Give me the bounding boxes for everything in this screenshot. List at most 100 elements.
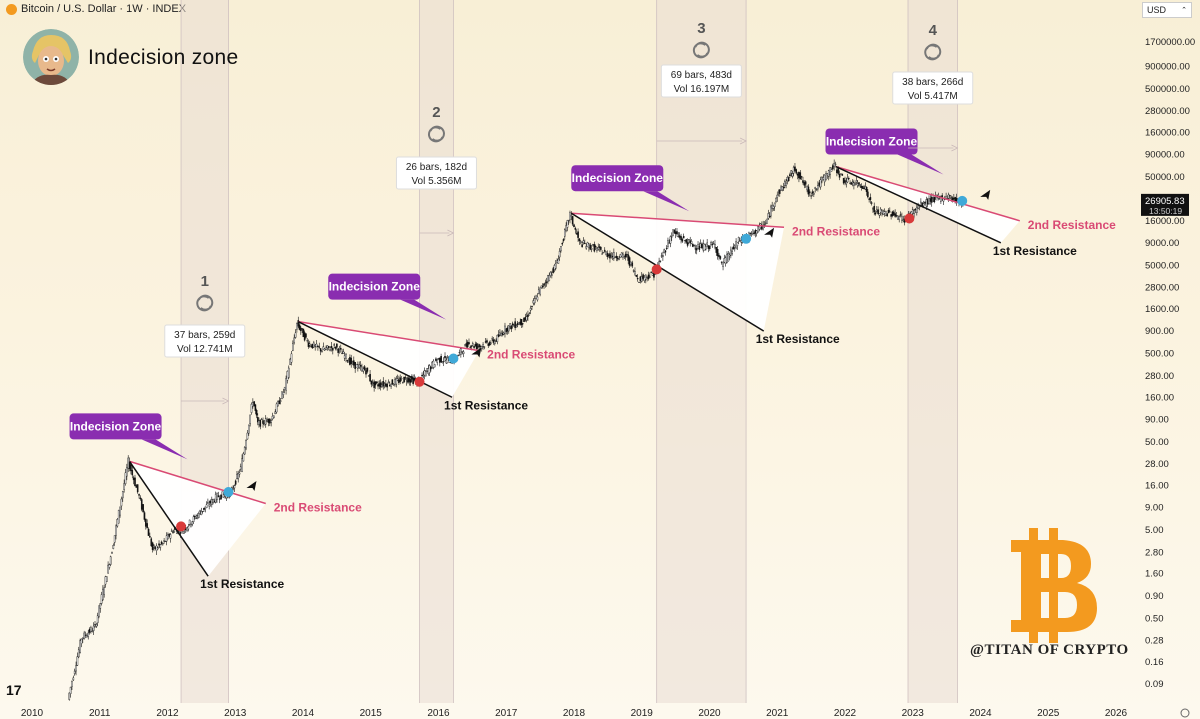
price-candle-body (544, 282, 547, 284)
price-candle-body (706, 242, 708, 245)
x-axis-tick-label: 2015 (360, 708, 383, 719)
price-candle-body (208, 504, 210, 507)
price-candle-body (527, 314, 529, 317)
price-candle-body (714, 244, 716, 248)
price-candle-body (298, 324, 301, 330)
price-candle-body (766, 218, 768, 224)
price-candle-body (68, 692, 71, 700)
price-candle-body (731, 251, 733, 254)
price-candle-body (319, 348, 322, 352)
tradingview-logo[interactable]: 17 (6, 682, 22, 698)
symbol-header[interactable]: Bitcoin / U.S. Dollar · 1W · INDEX (0, 0, 186, 18)
price-candle-body (669, 236, 672, 244)
price-candle-body (792, 167, 795, 174)
price-candle-body (73, 670, 76, 674)
price-candle-body (922, 203, 925, 206)
price-candle-body (933, 197, 936, 203)
price-candle-body (720, 261, 723, 263)
price-candle-body (698, 245, 701, 250)
price-candle-body (840, 173, 842, 175)
price-candle-body (693, 244, 695, 246)
price-candle-body (278, 400, 281, 405)
price-candle-body (887, 209, 890, 214)
price-candle-body (784, 181, 786, 186)
price-candle-body (369, 373, 371, 382)
price-candle-body (349, 357, 351, 365)
price-candle-body (565, 225, 567, 231)
price-candle-body (681, 239, 684, 242)
price-candle-body (777, 191, 780, 193)
last-price-tag (1141, 193, 1189, 216)
breakout-red-marker (176, 521, 187, 532)
price-candle-body (600, 246, 602, 250)
price-candle-body (953, 198, 955, 200)
price-candle-body (168, 533, 170, 537)
price-candle-body (134, 477, 136, 486)
price-candle-body (194, 516, 196, 518)
price-candle-body (642, 274, 644, 279)
price-candle-body (694, 248, 697, 250)
price-candle-body (834, 163, 837, 165)
price-candle-body (928, 198, 930, 204)
price-candle-body (710, 242, 712, 245)
price-candle-body (432, 360, 435, 368)
price-candle-body (399, 377, 401, 382)
indecision-zone-badge: Indecision Zone (571, 165, 690, 212)
price-candle-body (577, 231, 579, 238)
price-candle-body (239, 466, 242, 470)
chart-title: Indecision zone (88, 46, 239, 69)
price-candle-body (273, 415, 275, 418)
price-candle-body (515, 325, 518, 328)
price-candle-body (585, 246, 587, 249)
price-candle-body (750, 232, 753, 235)
price-candle-body (606, 252, 609, 257)
price-candle-body (897, 215, 899, 220)
badge-box (825, 128, 918, 155)
price-candle-body (603, 249, 606, 252)
price-candle-body (439, 357, 441, 363)
price-candle-body (842, 177, 845, 184)
price-candle-body (838, 173, 841, 178)
price-candle-body (334, 347, 337, 349)
price-candle-body (182, 531, 184, 534)
price-candle-body (631, 262, 634, 267)
price-candle-body (72, 677, 75, 681)
price-candle-body (697, 244, 699, 249)
y-axis-tick-label: 1600.00 (1145, 304, 1179, 315)
price-candle-body (924, 202, 926, 204)
price-candle-body (846, 177, 849, 183)
currency-selector[interactable]: USD ⌃ (1142, 2, 1192, 18)
price-candle-body (807, 186, 810, 195)
price-candle-body (833, 162, 835, 168)
price-candle-body (216, 493, 218, 500)
price-candle-body (929, 198, 932, 202)
price-candle-body (647, 274, 650, 280)
price-candle-body (755, 230, 758, 234)
price-candle-body (768, 215, 771, 218)
zone-info-box (660, 64, 742, 98)
price-candle-body (500, 332, 502, 336)
triangle-wedge (298, 321, 480, 398)
price-candle-body (212, 498, 214, 503)
price-candle-body (860, 185, 863, 188)
price-candle-body (353, 360, 355, 366)
price-candle-body (338, 348, 341, 350)
price-candle-body (649, 276, 651, 278)
price-candle-body (296, 322, 298, 330)
x-axis-tick-label: 2021 (766, 708, 789, 719)
price-candle-body (882, 210, 885, 215)
price-candle-body (138, 494, 140, 496)
price-candle-body (940, 196, 942, 202)
price-candle-body (308, 343, 311, 346)
y-axis-tick-label: 900000.00 (1145, 61, 1190, 72)
price-candle-body (514, 321, 516, 329)
price-candle-body (96, 615, 99, 624)
price-candle-body (794, 166, 796, 171)
price-candle-body (437, 358, 440, 360)
price-candle-body (830, 169, 833, 172)
price-candle-body (492, 339, 495, 343)
price-candle-body (736, 242, 739, 246)
badge-tail (897, 154, 944, 175)
price-candle-body (878, 213, 881, 216)
